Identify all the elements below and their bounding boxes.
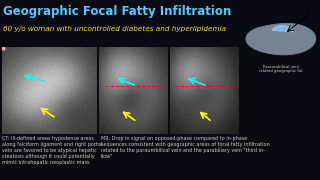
- Polygon shape: [246, 24, 316, 55]
- Polygon shape: [272, 26, 293, 32]
- Text: CT: Ill-defined areas hypodense areas
along falciform ligament and right portal
: CT: Ill-defined areas hypodense areas al…: [2, 136, 102, 165]
- Text: 60 y/o woman with uncontrolled diabetes and hyperlipidemia: 60 y/o woman with uncontrolled diabetes …: [3, 26, 226, 32]
- Text: Paraumbilical vein
related geographic fat: Paraumbilical vein related geographic fa…: [259, 65, 303, 73]
- Text: Geographic Focal Fatty Infiltration: Geographic Focal Fatty Infiltration: [3, 4, 231, 17]
- Text: MR: Drop in signal on opposed-phase compared to in-phase
sequences consistent wi: MR: Drop in signal on opposed-phase comp…: [101, 136, 269, 159]
